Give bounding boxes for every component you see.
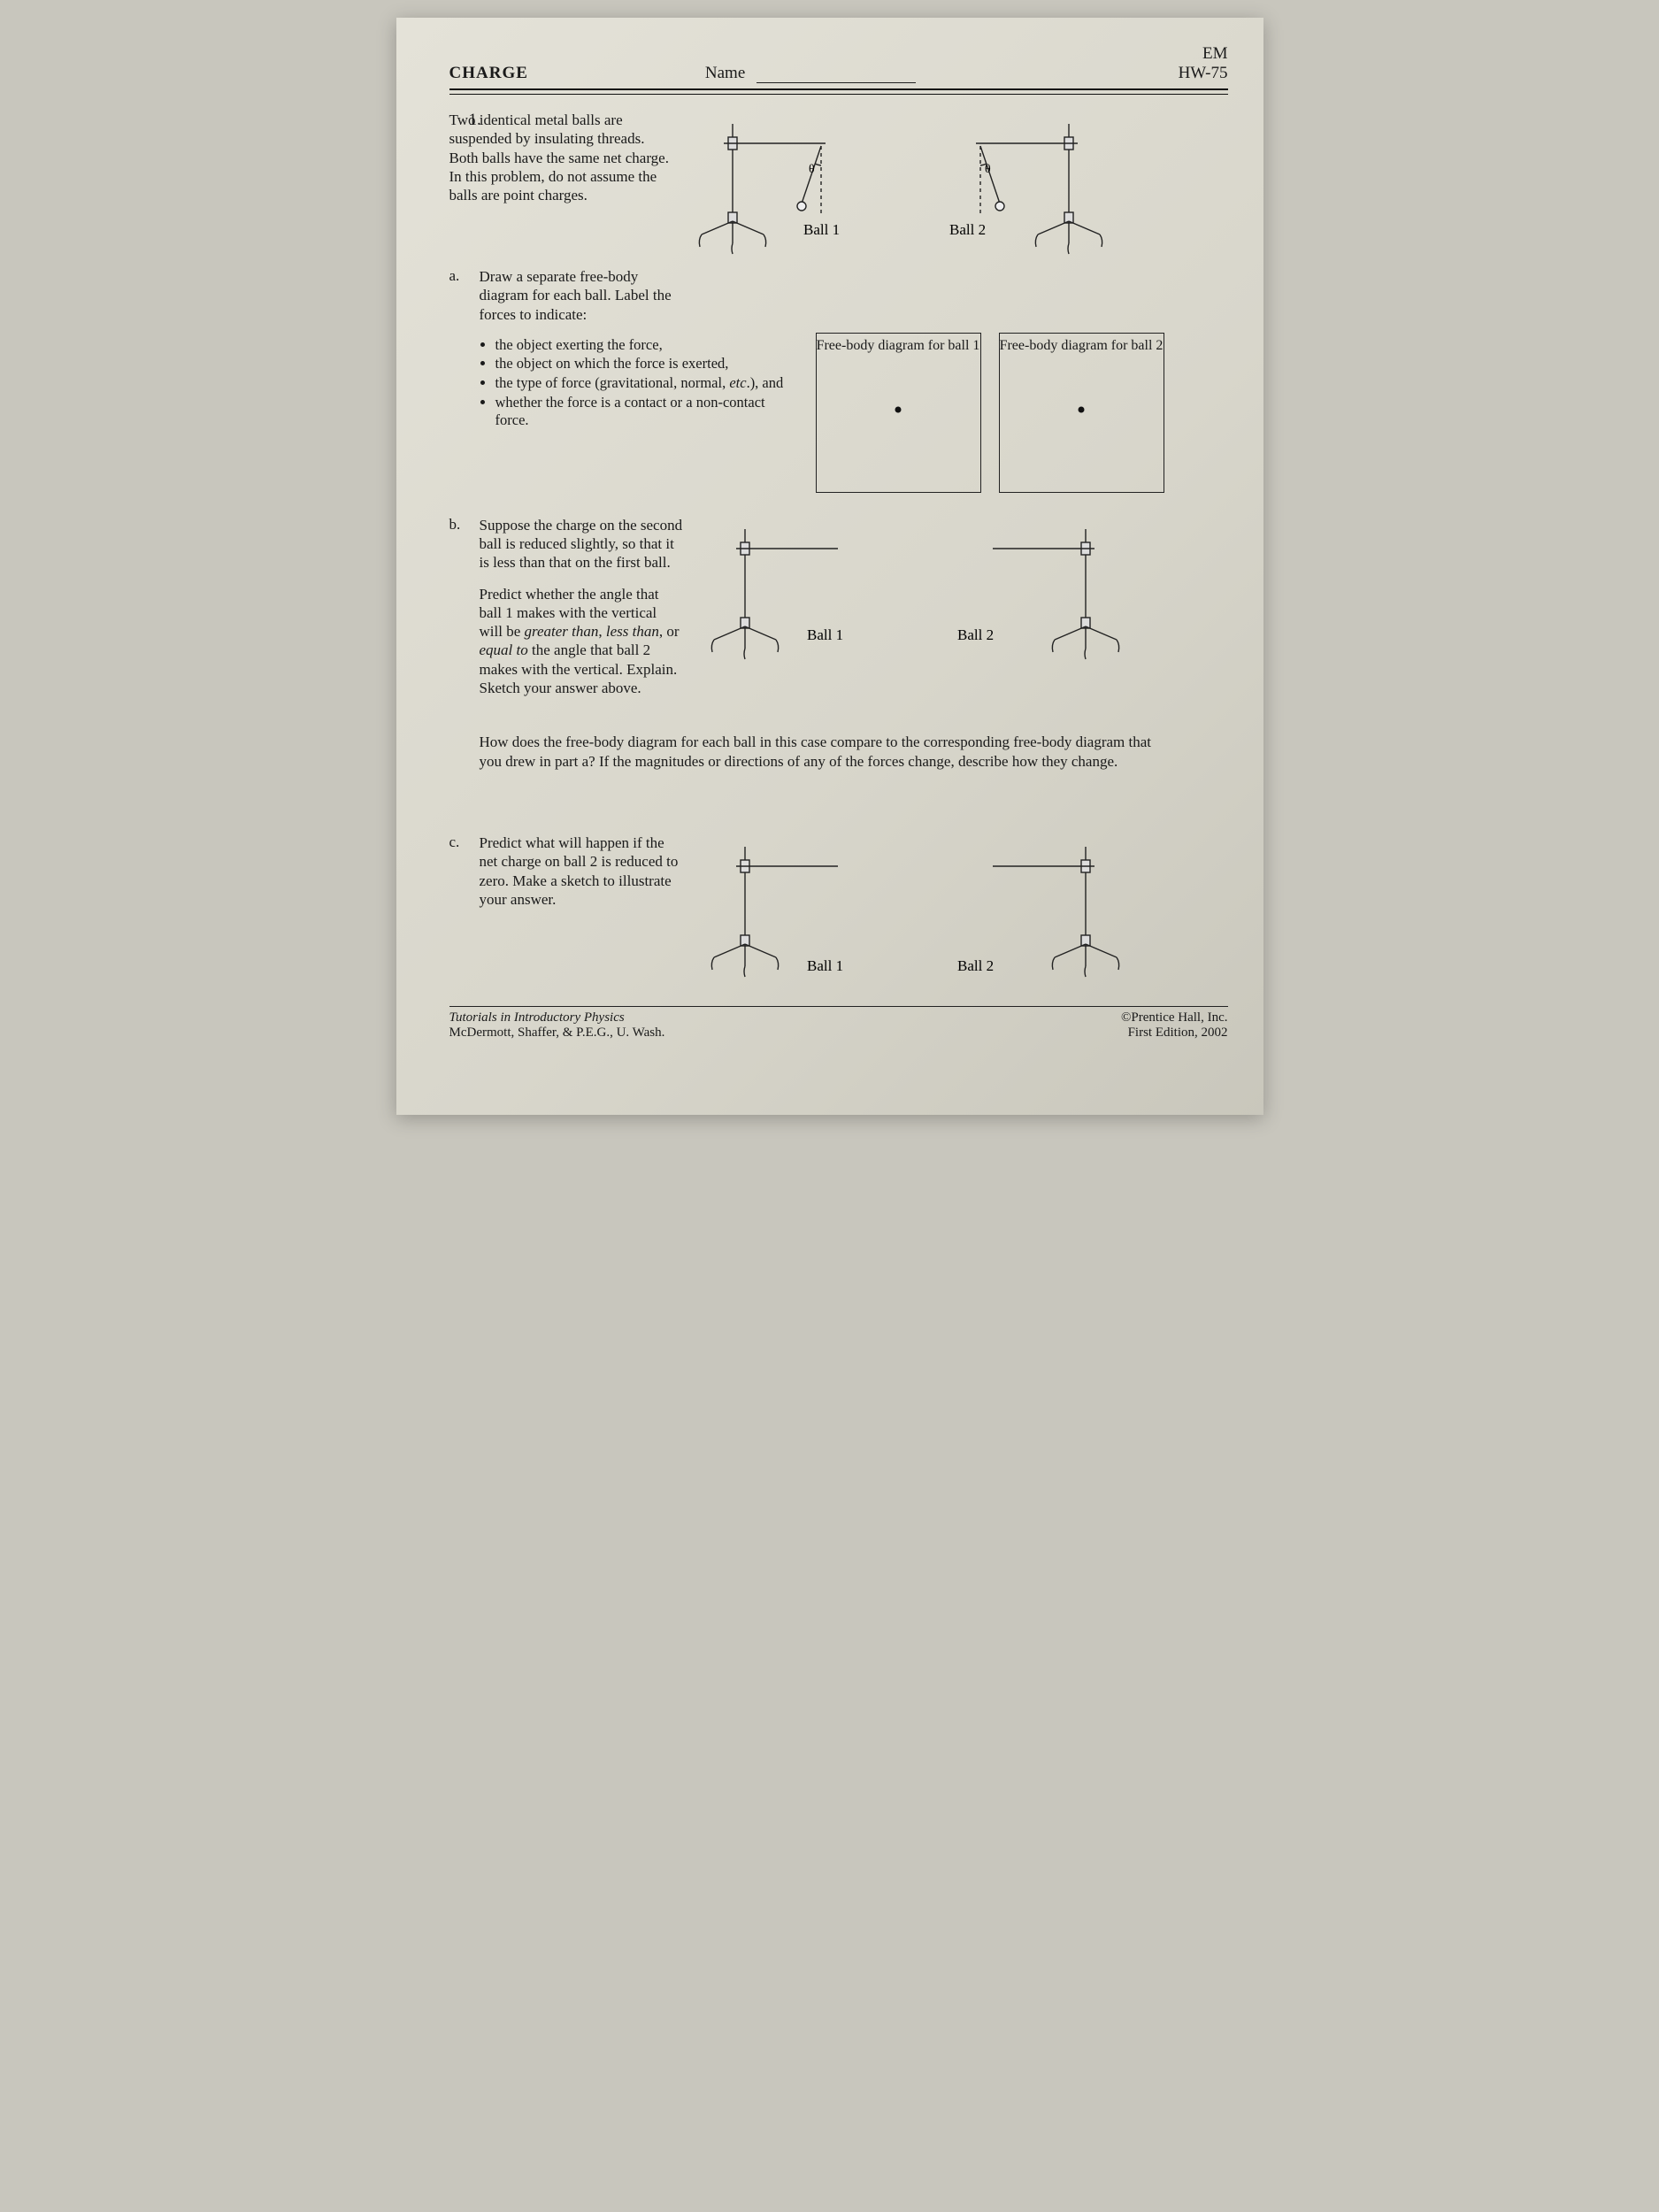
part-b-followup: How does the free-body diagram for each … [480, 733, 1170, 772]
part-b-para1: Suppose the charge on the second ball is… [480, 516, 683, 572]
name-blank-line[interactable] [757, 82, 916, 83]
stand-ball2-c[interactable]: Ball 2 [918, 833, 1130, 979]
question-number: 1. [469, 111, 481, 130]
stand-ball1-b[interactable]: Ball 1 [701, 516, 900, 662]
ball2-label-b: Ball 2 [957, 626, 994, 643]
footer-edition: First Edition, 2002 [1128, 1025, 1228, 1040]
theta-label-2: θ [985, 163, 991, 176]
assignment-code: HW-75 [1179, 64, 1228, 83]
part-a-bullets: the object exerting the force, the objec… [480, 336, 798, 430]
part-a-body: Draw a separate free-body diagram for ea… [480, 267, 1228, 493]
header-rule [449, 88, 1228, 95]
part-a-label: a. [449, 267, 467, 493]
stand-ball2-b[interactable]: Ball 2 [918, 516, 1130, 662]
fbd1-dot [895, 406, 902, 412]
fbd2-dot [1079, 406, 1085, 412]
stand-ball2-a: θ Ball 2 [901, 111, 1113, 257]
question-1: 1. Two identical metal balls are suspend… [449, 111, 1228, 1041]
part-c-body: Predict what will happen if the net char… [480, 833, 1228, 979]
part-b-label: b. [449, 516, 467, 697]
fbd-box-2[interactable]: Free-body diagram for ball 2 [999, 333, 1164, 493]
intro-text: Two identical metal balls are suspended … [449, 111, 671, 257]
part-b-text: Suppose the charge on the second ball is… [480, 516, 683, 697]
part-a: a. Draw a separate free-body diagram for… [449, 267, 1228, 493]
footer-right: ©Prentice Hall, Inc. First Edition, 2002 [1121, 1010, 1228, 1041]
footer: Tutorials in Introductory Physics McDerm… [449, 1010, 1228, 1041]
name-label: Name [705, 64, 745, 82]
part-b-para2: Predict whether the angle that ball 1 ma… [480, 585, 683, 698]
ball1-label-b: Ball 1 [807, 626, 843, 643]
part-c-label: c. [449, 833, 467, 979]
part-b: b. Suppose the charge on the second ball… [449, 516, 1228, 697]
stand-ball1-c[interactable]: Ball 1 [701, 833, 900, 979]
fbd-box-1[interactable]: Free-body diagram for ball 1 [816, 333, 981, 493]
intro-row: Two identical metal balls are suspended … [449, 111, 1228, 257]
ball1-label: Ball 1 [803, 221, 840, 238]
ball2-label: Ball 2 [949, 221, 986, 238]
bullet-4: whether the force is a contact or a non-… [495, 394, 798, 430]
bullet-1: the object exerting the force, [495, 336, 798, 355]
part-a-lead: Draw a separate free-body diagram for ea… [480, 267, 683, 324]
fbd1-title: Free-body diagram for ball 1 [817, 337, 980, 355]
part-c: c. Predict what will happen if the net c… [449, 833, 1228, 979]
fbd2-title: Free-body diagram for ball 2 [1000, 337, 1164, 355]
stand-ball1-a: θ Ball 1 [688, 111, 892, 257]
footer-rule [449, 1006, 1228, 1007]
page-title: CHARGE [449, 64, 528, 83]
part-a-figures: θ Ball 1 θ [688, 111, 1113, 257]
bullet-3: the type of force (gravitational, normal… [495, 374, 798, 393]
course-code: EM [1179, 44, 1228, 64]
theta-label: θ [809, 163, 815, 176]
name-field: Name [705, 64, 1179, 83]
header-right: EM HW-75 [1179, 44, 1228, 83]
worksheet-page: CHARGE Name EM HW-75 1. Two identical me… [396, 18, 1263, 1115]
bullet-2: the object on which the force is exerted… [495, 355, 798, 373]
part-c-text: Predict what will happen if the net char… [480, 833, 683, 979]
footer-authors: McDermott, Shaffer, & P.E.G., U. Wash. [449, 1025, 665, 1040]
header: CHARGE Name EM HW-75 [449, 44, 1228, 83]
ball1-label-c: Ball 1 [807, 957, 843, 974]
footer-left: Tutorials in Introductory Physics McDerm… [449, 1010, 665, 1041]
footer-publisher: ©Prentice Hall, Inc. [1121, 1010, 1228, 1025]
part-b-body: Suppose the charge on the second ball is… [480, 516, 1228, 697]
ball2-label-c: Ball 2 [957, 957, 994, 974]
footer-book-title: Tutorials in Introductory Physics [449, 1010, 625, 1025]
